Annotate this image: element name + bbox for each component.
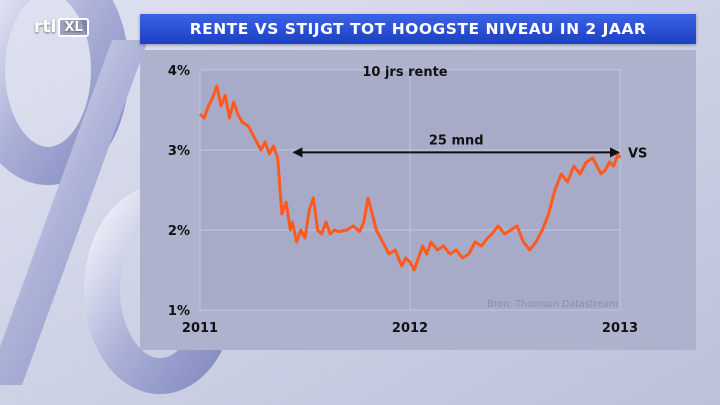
series-line-10yr-rate <box>198 84 622 272</box>
annotation-label: 25 mnd <box>429 133 484 148</box>
annotation-arrow-head-right <box>610 147 620 158</box>
x-tick-labels: 2011 2012 2013 <box>182 321 638 336</box>
logo-main-text: rtl <box>34 17 57 37</box>
annotation-arrow-head-left <box>292 147 303 158</box>
x-tick-label: 2011 <box>182 321 218 336</box>
headline-text: RENTE VS STIJGT TOT HOOGSTE NIVEAU IN 2 … <box>189 20 647 38</box>
y-tick-label: 3% <box>168 144 190 159</box>
rtl-xl-logo: rtl XL <box>34 16 89 38</box>
annotation-end-label: VS <box>628 146 647 161</box>
rate-chart: 4% 3% 2% 1% 2011 2012 2013 10 jrs rente 25 mn… <box>140 50 696 350</box>
x-tick-label: 2012 <box>392 321 428 336</box>
y-tick-label: 2% <box>168 224 190 239</box>
logo-box-text: XL <box>58 17 89 37</box>
y-tick-label: 4% <box>168 64 190 79</box>
headline-bar: RENTE VS STIJGT TOT HOOGSTE NIVEAU IN 2 … <box>140 14 696 44</box>
x-tick-label: 2013 <box>602 321 638 336</box>
duration-annotation: 25 mnd VS <box>292 133 647 161</box>
y-tick-labels: 4% 3% 2% 1% <box>168 64 190 319</box>
y-tick-label: 1% <box>168 304 190 319</box>
chart-title: 10 jrs rente <box>362 65 447 80</box>
source-label: Bron: Thomson Datastream <box>487 299 618 310</box>
